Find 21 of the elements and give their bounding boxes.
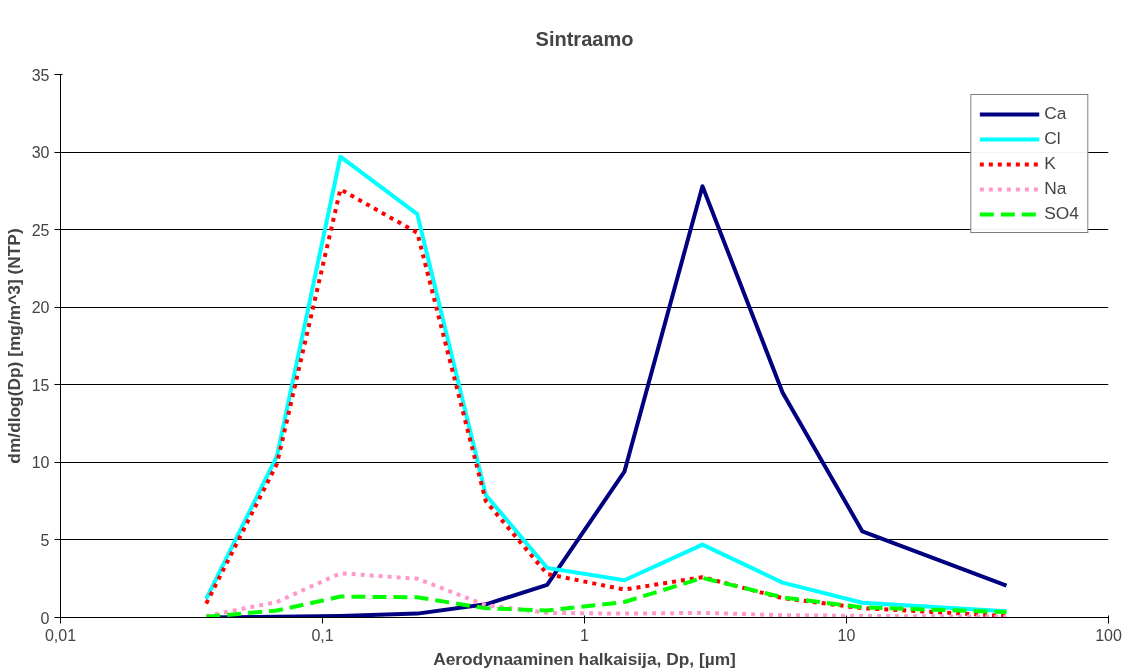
legend-label: SO4	[1044, 203, 1079, 224]
x-tick-label: 1	[580, 626, 590, 644]
x-axis-title: Aerodynaaminen halkaisija, Dp, [µm]	[433, 648, 736, 669]
legend-label: Na	[1044, 178, 1067, 199]
y-tick-label: 15	[31, 376, 50, 394]
y-axis-title: dm/dlog(Dp) [mg/m^3] (NTP)	[3, 228, 24, 464]
y-tick-label: 10	[31, 454, 50, 472]
chart-title: Sintraamo	[535, 27, 634, 50]
legend-label: Cl	[1044, 128, 1062, 149]
y-tick-label: 30	[31, 144, 50, 162]
y-tick-label: 20	[31, 299, 50, 317]
x-tick-label: 100	[1095, 626, 1122, 644]
x-tick-label: 0,01	[44, 626, 77, 644]
legend-label: K	[1044, 153, 1057, 174]
y-tick-label: 0	[40, 609, 50, 627]
x-tick-label: 10	[837, 626, 856, 644]
y-tick-label: 25	[31, 221, 50, 239]
y-tick-label: 5	[40, 531, 50, 549]
x-tick-label: 0,1	[311, 626, 334, 644]
legend-label: Ca	[1044, 103, 1067, 124]
y-tick-label: 35	[31, 66, 50, 84]
